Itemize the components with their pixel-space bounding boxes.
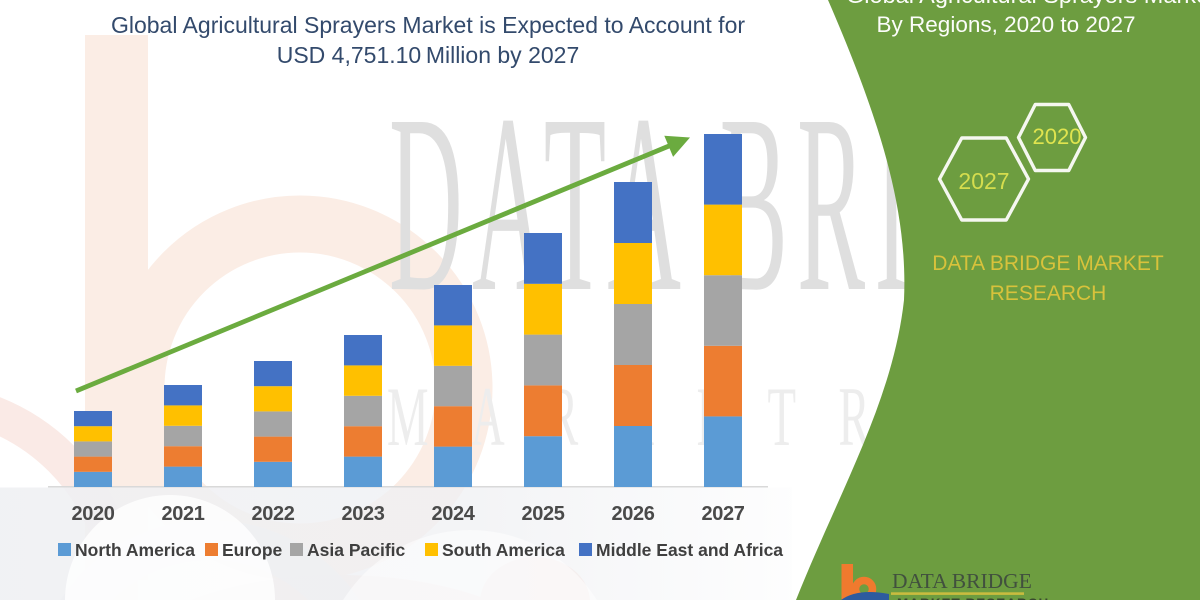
svg-text:MARKET RESEARCH: MARKET RESEARCH <box>897 596 1049 600</box>
